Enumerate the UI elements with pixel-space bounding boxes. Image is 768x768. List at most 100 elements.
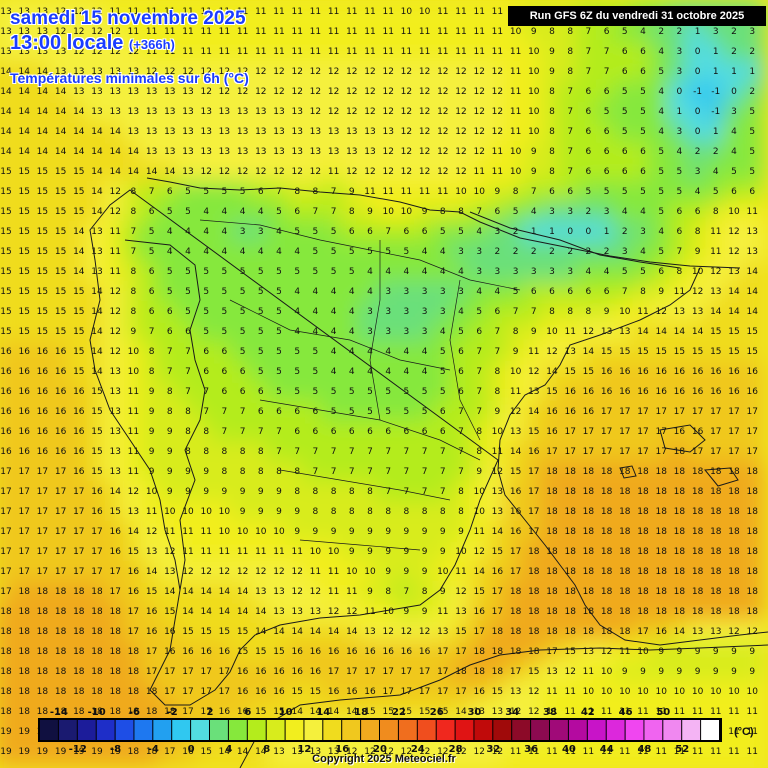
grid-value: 18	[619, 467, 631, 477]
grid-value: 18	[637, 527, 649, 537]
grid-value: 9	[531, 167, 537, 177]
grid-value: 11	[382, 27, 393, 37]
grid-value: 16	[55, 407, 67, 417]
grid-value: 15	[492, 687, 503, 697]
grid-value: 7	[185, 367, 191, 377]
grid-value: 3	[567, 207, 573, 217]
grid-value: 18	[546, 567, 558, 577]
grid-value: 17	[583, 427, 594, 437]
grid-value: 14	[55, 147, 67, 157]
grid-value: 16	[0, 407, 12, 417]
grid-value: 1	[531, 227, 537, 237]
grid-value: 16	[674, 387, 686, 397]
grid-value: 15	[18, 247, 29, 257]
grid-value: 17	[0, 527, 11, 537]
grid-value: 16	[601, 367, 613, 377]
grid-value: 6	[167, 187, 173, 197]
grid-value: 7	[586, 47, 592, 57]
grid-value: 9	[385, 567, 391, 577]
grid-value: 14	[655, 327, 667, 337]
grid-value: 12	[455, 147, 466, 157]
grid-value: 17	[128, 627, 139, 637]
grid-value: 17	[437, 647, 448, 657]
legend-swatch	[342, 720, 361, 740]
grid-value: 17	[55, 467, 66, 477]
grid-value: 17	[91, 527, 102, 537]
grid-value: 17	[510, 567, 521, 577]
grid-value: 14	[73, 227, 85, 237]
grid-value: 5	[276, 327, 282, 337]
grid-value: 11	[382, 187, 393, 197]
grid-value: 2	[513, 227, 519, 237]
grid-value: 5	[240, 287, 246, 297]
grid-value: 11	[510, 47, 521, 57]
grid-value: 12	[382, 87, 393, 97]
grid-value: 15	[55, 267, 66, 277]
grid-value: 9	[149, 447, 155, 457]
grid-value: 5	[167, 267, 173, 277]
grid-value: 4	[640, 207, 646, 217]
grid-value: 6	[149, 307, 155, 317]
grid-value: 12	[492, 87, 503, 97]
grid-value: 11	[710, 707, 721, 717]
grid-value: 16	[55, 447, 67, 457]
grid-value: 4	[476, 287, 482, 297]
grid-value: 13	[291, 127, 302, 137]
grid-value: 5	[276, 387, 282, 397]
grid-value: 17	[382, 667, 393, 677]
grid-value: 18	[583, 567, 595, 577]
grid-value: 8	[385, 587, 391, 597]
grid-value: 13	[109, 367, 120, 377]
grid-value: 5	[331, 407, 337, 417]
grid-value: 16	[728, 367, 740, 377]
grid-value: 18	[146, 687, 158, 697]
grid-value: 14	[182, 587, 194, 597]
grid-value: 14	[37, 87, 49, 97]
grid-value: 3	[476, 267, 482, 277]
grid-value: 17	[146, 667, 157, 677]
grid-value: 18	[73, 707, 85, 717]
grid-value: 6	[331, 427, 337, 437]
grid-value: 17	[55, 527, 66, 537]
grid-value: 9	[531, 327, 537, 337]
grid-value: 14	[91, 167, 103, 177]
grid-value: 10	[583, 687, 595, 697]
grid-value: 0	[586, 227, 592, 237]
grid-value: 4	[331, 367, 337, 377]
grid-value: 18	[37, 707, 49, 717]
grid-value: 6	[349, 227, 355, 237]
grid-value: 12	[746, 627, 757, 637]
grid-value: 4	[658, 127, 664, 137]
grid-value: 3	[385, 327, 391, 337]
grid-value: 18	[655, 527, 667, 537]
grid-value: 10	[382, 607, 394, 617]
grid-value: 4	[367, 347, 373, 357]
grid-value: 11	[473, 527, 484, 537]
grid-value: 6	[749, 187, 755, 197]
grid-value: 11	[401, 27, 412, 37]
grid-value: 12	[346, 607, 357, 617]
grid-value: 14	[164, 167, 176, 177]
grid-value: 9	[167, 467, 173, 477]
grid-value: 6	[367, 427, 373, 437]
grid-value: 5	[185, 307, 191, 317]
grid-value: 11	[419, 187, 430, 197]
legend-label-top: 38	[543, 707, 557, 718]
grid-value: 5	[149, 247, 155, 257]
grid-value: 18	[18, 667, 30, 677]
grid-value: 7	[167, 347, 173, 357]
grid-value: 5	[749, 127, 755, 137]
grid-value: 1	[695, 27, 701, 37]
grid-value: 14	[583, 347, 595, 357]
grid-value: 8	[294, 487, 300, 497]
grid-value: 12	[510, 407, 521, 417]
grid-value: 17	[0, 507, 11, 517]
grid-value: 12	[237, 567, 248, 577]
grid-value: 15	[583, 367, 594, 377]
grid-value: 12	[109, 327, 120, 337]
grid-value: 12	[291, 567, 302, 577]
grid-value: 16	[728, 387, 740, 397]
legend-label-top: 2	[207, 707, 214, 718]
grid-value: 18	[655, 507, 667, 517]
grid-value: 2	[495, 247, 501, 257]
